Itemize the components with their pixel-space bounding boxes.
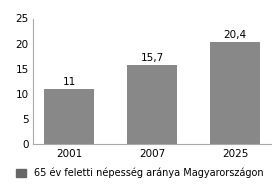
Text: 20,4: 20,4	[223, 30, 247, 40]
Bar	[210, 42, 260, 144]
Legend: 65 év feletti népesség aránya Magyarországon: 65 év feletti népesség aránya Magyarorsz…	[16, 168, 263, 178]
Bar	[44, 89, 94, 144]
Text: 11: 11	[62, 77, 76, 87]
Bar	[127, 65, 177, 144]
Text: 15,7: 15,7	[140, 53, 164, 63]
